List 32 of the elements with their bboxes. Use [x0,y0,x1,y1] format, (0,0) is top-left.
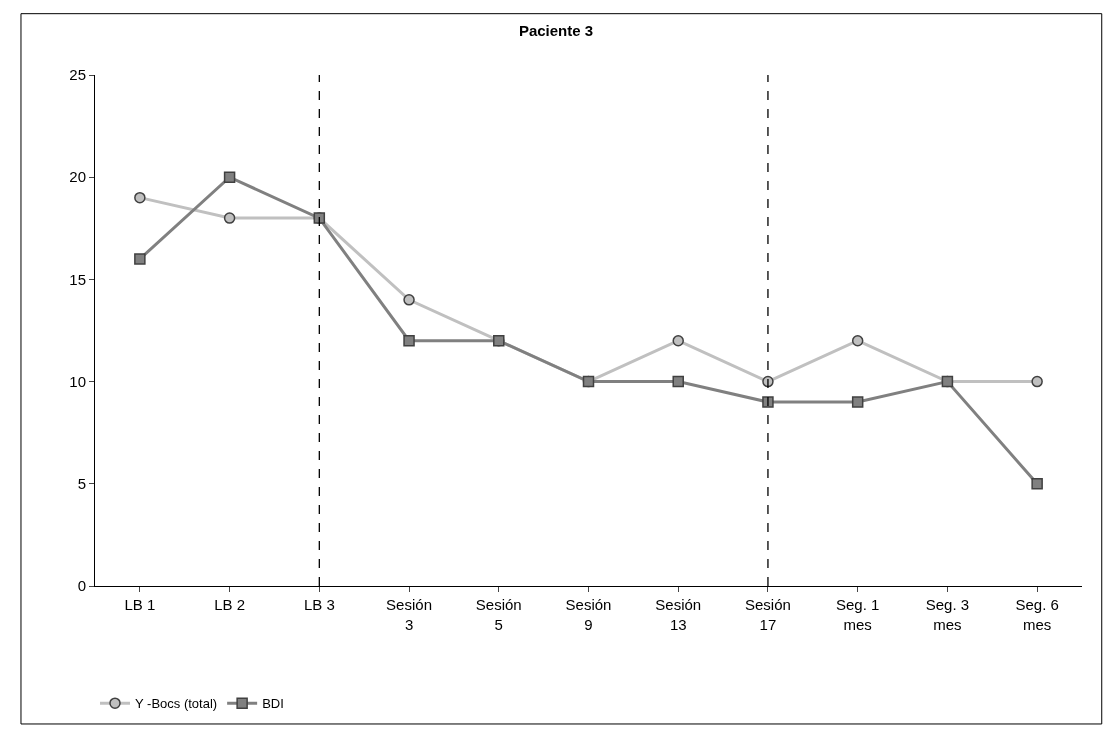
legend-label: BDI [262,696,284,712]
point [403,334,415,347]
point [403,294,415,306]
x-tick-label: Sesión 17 [745,596,791,633]
x-tick-label: Seg. 1 mes [835,596,880,633]
y-tick-label: 5 [77,475,86,493]
x-tick-label: Seg. 6 mes [1015,596,1059,633]
point [223,212,236,224]
x-tick-label: LB 3 [303,596,335,613]
point [851,334,864,347]
point [134,191,146,204]
point [1031,478,1043,490]
x-tick-label: Sesión 3 [386,596,432,633]
y-tick-label: 25 [69,66,86,84]
point [672,375,684,388]
point [672,334,684,347]
y-tick-label: 20 [69,168,86,186]
x-tick-label: Sesión 13 [655,596,702,633]
x-tick-label: Seg. 3 mes [925,596,970,633]
legend-label: Y -Bocs (total) [135,696,218,712]
point [134,253,146,265]
x-tick-label: LB 2 [214,596,246,613]
point [851,396,864,408]
y-tick-label: 0 [77,577,86,595]
y-tick-label: 15 [69,270,86,288]
x-tick-label: LB 1 [124,596,156,613]
x-tick-label: Sesión 5 [475,596,522,633]
chart-title: Paciente 3 [518,22,594,40]
y-tick-label: 10 [69,372,86,390]
point [223,171,236,183]
x-tick-label: Sesión 9 [565,596,612,633]
point [1031,375,1043,388]
